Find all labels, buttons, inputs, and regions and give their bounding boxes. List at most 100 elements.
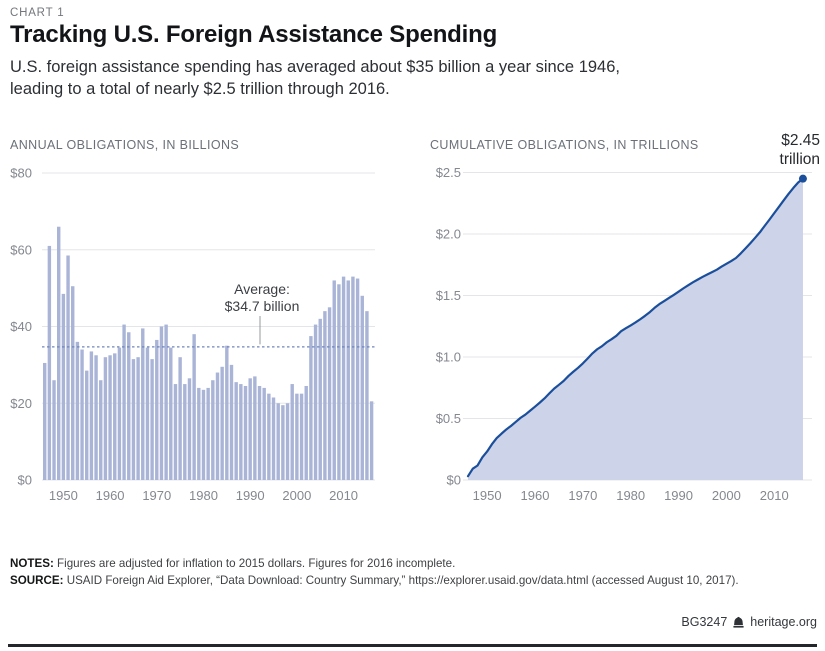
footnotes: NOTES: Figures are adjusted for inflatio…: [10, 556, 739, 589]
endpoint-callout: $2.45 trillion: [780, 131, 820, 169]
x-axis-tick-label: 1950: [473, 488, 502, 503]
bar-1964: [127, 332, 131, 480]
x-axis-tick-label: 1970: [142, 488, 171, 503]
x-axis-tick-label: 1970: [568, 488, 597, 503]
notes-label: NOTES:: [10, 557, 54, 570]
bar-2012: [351, 276, 355, 480]
x-axis-tick-label: 1950: [49, 488, 78, 503]
y-axis-tick-label: $20: [10, 396, 32, 411]
bar-1952: [71, 286, 75, 480]
bar-1970: [155, 339, 159, 480]
bar-2016: [369, 401, 374, 480]
bar-1953: [75, 341, 80, 480]
endpoint-dot: [798, 174, 807, 183]
bar-2006: [323, 311, 327, 480]
bar-1962: [117, 347, 122, 480]
y-axis-tick-label: $2.5: [436, 165, 461, 180]
bar-2005: [318, 318, 322, 480]
y-axis-tick-label: $1.0: [436, 350, 461, 365]
bar-1955: [85, 370, 89, 480]
annual-chart-header: ANNUAL OBLIGATIONS, IN BILLIONS: [10, 138, 240, 152]
bar-2015: [365, 311, 369, 480]
bar-1968: [145, 347, 150, 480]
bar-1971: [159, 326, 164, 480]
bar-1995: [271, 397, 276, 480]
bar-1972: [164, 324, 168, 480]
endpoint-callout-value: $2.45: [781, 132, 820, 149]
source-text: USAID Foreign Aid Explorer, “Data Downlo…: [63, 573, 739, 587]
cumulative-line: [466, 177, 805, 478]
bar-1965: [131, 359, 136, 480]
bar-2010: [341, 276, 346, 480]
bar-1988: [239, 384, 243, 480]
bar-1961: [113, 353, 117, 480]
bar-1984: [220, 366, 224, 480]
bar-1967: [141, 328, 145, 480]
bar-1947: [47, 245, 52, 480]
source-label: SOURCE:: [10, 573, 64, 587]
site-name: heritage.org: [750, 615, 817, 629]
bar-1983: [215, 372, 220, 480]
x-axis-tick-label: 2000: [282, 488, 311, 503]
bar-1980: [201, 389, 206, 480]
bar-1990: [248, 378, 252, 480]
annual-bar-chart: $0 $20 $40 $60 $80 1950 1960 1970 1980 1990 2000 20…: [10, 166, 375, 503]
bar-1977: [187, 378, 192, 480]
bar-1997: [281, 405, 285, 480]
bar-1999: [290, 384, 294, 480]
cumulative-area-chart: $0 $0.5 $1.0 $1.5 $2.0 $2.5 1950 1960 1970 1980 19…: [436, 165, 812, 503]
bar-1950: [61, 293, 66, 480]
bar-1960: [108, 355, 112, 480]
notes-line: NOTES: Figures are adjusted for inflatio…: [10, 556, 739, 573]
y-axis-tick-label: $2.0: [436, 227, 461, 242]
bar-1956: [89, 351, 94, 480]
y-axis-tick-label: $0: [447, 473, 461, 488]
page-title: Tracking U.S. Foreign Assistance Spendin…: [10, 21, 498, 48]
bar-1959: [103, 357, 108, 480]
bar-1976: [183, 384, 187, 480]
doc-id: BG3247: [681, 615, 728, 629]
average-annotation: Average: $34.7 billion: [204, 281, 320, 315]
bar-1981: [206, 387, 210, 480]
bar-1949: [57, 226, 61, 480]
x-axis-tick-label: 2010: [760, 488, 789, 503]
liberty-bell-icon: [733, 616, 744, 628]
bottom-rule: [8, 644, 817, 647]
bar-2004: [313, 324, 318, 480]
bar-1963: [122, 324, 126, 480]
bar-1975: [178, 357, 182, 480]
bar-2007: [327, 307, 332, 480]
bar-1993: [262, 387, 266, 480]
bar-2002: [304, 385, 308, 480]
bar-1986: [229, 364, 234, 481]
x-axis-tick-label: 1980: [616, 488, 645, 503]
bar-2013: [355, 278, 360, 480]
chart-subtitle: U.S. foreign assistance spending has ave…: [10, 56, 620, 100]
bar-1948: [52, 380, 56, 480]
bar-2014: [360, 295, 364, 480]
y-axis-tick-label: $60: [10, 242, 32, 257]
bar-1978: [192, 334, 196, 480]
x-axis-tick-label: 1960: [521, 488, 550, 503]
subtitle-line-1: U.S. foreign assistance spending has ave…: [10, 58, 620, 76]
bar-1987: [234, 382, 238, 480]
x-axis-tick-label: 2010: [329, 488, 358, 503]
chart-number-kicker: CHART 1: [10, 7, 65, 19]
subtitle-line-2: leading to a total of nearly $2.5 trilli…: [10, 80, 390, 98]
bar-1951: [66, 255, 70, 480]
bar-1973: [169, 347, 173, 480]
x-axis-tick-label: 1980: [189, 488, 218, 503]
bar-1969: [150, 359, 154, 480]
bar-1992: [257, 385, 262, 480]
bar-1985: [225, 345, 229, 480]
cumulative-chart-header: CUMULATIVE OBLIGATIONS, IN TRILLIONS: [430, 138, 699, 152]
bar-1958: [99, 380, 103, 480]
y-axis-tick-label: $80: [10, 166, 32, 181]
source-line: SOURCE: USAID Foreign Aid Explorer, “Dat…: [10, 573, 739, 590]
bar-1994: [267, 393, 271, 480]
cumulative-area-fill: [468, 178, 803, 480]
bar-2008: [332, 280, 336, 480]
bar-2001: [299, 393, 304, 480]
bar-1998: [285, 403, 290, 480]
